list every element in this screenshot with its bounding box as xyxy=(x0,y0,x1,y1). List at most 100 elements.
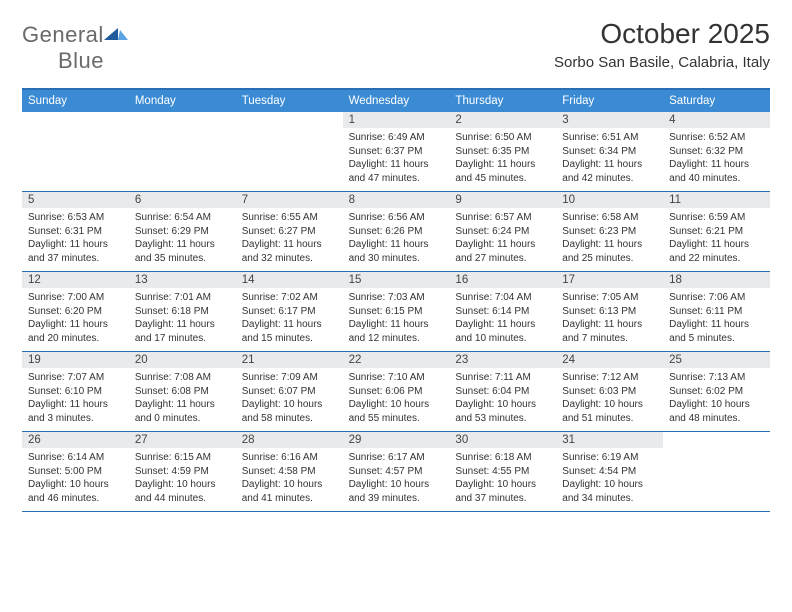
daylight-line: Daylight: 11 hours and 40 minutes. xyxy=(669,158,764,185)
daylight-line: Daylight: 11 hours and 7 minutes. xyxy=(562,318,657,345)
sunset-line: Sunset: 6:35 PM xyxy=(455,145,550,159)
sunrise-line: Sunrise: 6:52 AM xyxy=(669,131,764,145)
sunset-line: Sunset: 6:15 PM xyxy=(349,305,444,319)
daylight-line: Daylight: 10 hours and 58 minutes. xyxy=(242,398,337,425)
day-details: Sunrise: 6:50 AMSunset: 6:35 PMDaylight:… xyxy=(449,128,556,191)
daylight-line: Daylight: 11 hours and 0 minutes. xyxy=(135,398,230,425)
calendar-page: General Blue October 2025 Sorbo San Basi… xyxy=(0,0,792,512)
calendar-grid: SundayMondayTuesdayWednesdayThursdayFrid… xyxy=(22,88,770,512)
sunset-line: Sunset: 6:13 PM xyxy=(562,305,657,319)
sunset-line: Sunset: 6:20 PM xyxy=(28,305,123,319)
day-details: Sunrise: 7:09 AMSunset: 6:07 PMDaylight:… xyxy=(236,368,343,431)
sunrise-line: Sunrise: 7:11 AM xyxy=(455,371,550,385)
calendar-day-cell xyxy=(663,432,770,511)
daylight-line: Daylight: 11 hours and 45 minutes. xyxy=(455,158,550,185)
calendar-day-cell: 11Sunrise: 6:59 AMSunset: 6:21 PMDayligh… xyxy=(663,192,770,271)
calendar-day-cell: 9Sunrise: 6:57 AMSunset: 6:24 PMDaylight… xyxy=(449,192,556,271)
daylight-line: Daylight: 11 hours and 25 minutes. xyxy=(562,238,657,265)
calendar-day-cell: 8Sunrise: 6:56 AMSunset: 6:26 PMDaylight… xyxy=(343,192,450,271)
day-details: Sunrise: 7:11 AMSunset: 6:04 PMDaylight:… xyxy=(449,368,556,431)
sunset-line: Sunset: 4:54 PM xyxy=(562,465,657,479)
day-details: Sunrise: 6:51 AMSunset: 6:34 PMDaylight:… xyxy=(556,128,663,191)
day-details: Sunrise: 7:00 AMSunset: 6:20 PMDaylight:… xyxy=(22,288,129,351)
calendar-day-cell: 28Sunrise: 6:16 AMSunset: 4:58 PMDayligh… xyxy=(236,432,343,511)
sunrise-line: Sunrise: 7:09 AM xyxy=(242,371,337,385)
day-details: Sunrise: 7:05 AMSunset: 6:13 PMDaylight:… xyxy=(556,288,663,351)
sunrise-line: Sunrise: 7:00 AM xyxy=(28,291,123,305)
sunset-line: Sunset: 6:21 PM xyxy=(669,225,764,239)
daylight-line: Daylight: 11 hours and 10 minutes. xyxy=(455,318,550,345)
logo-word1: General xyxy=(22,22,104,47)
day-number: 4 xyxy=(663,112,770,128)
daylight-line: Daylight: 11 hours and 12 minutes. xyxy=(349,318,444,345)
day-number: 25 xyxy=(663,352,770,368)
calendar-day-cell: 29Sunrise: 6:17 AMSunset: 4:57 PMDayligh… xyxy=(343,432,450,511)
daylight-line: Daylight: 11 hours and 3 minutes. xyxy=(28,398,123,425)
sunset-line: Sunset: 6:14 PM xyxy=(455,305,550,319)
calendar-day-cell: 10Sunrise: 6:58 AMSunset: 6:23 PMDayligh… xyxy=(556,192,663,271)
header-row: General Blue October 2025 Sorbo San Basi… xyxy=(22,18,770,74)
sunrise-line: Sunrise: 7:12 AM xyxy=(562,371,657,385)
weekday-label: Friday xyxy=(556,90,663,112)
daylight-line: Daylight: 10 hours and 48 minutes. xyxy=(669,398,764,425)
calendar-day-cell: 13Sunrise: 7:01 AMSunset: 6:18 PMDayligh… xyxy=(129,272,236,351)
day-number: 10 xyxy=(556,192,663,208)
day-details: Sunrise: 6:14 AMSunset: 5:00 PMDaylight:… xyxy=(22,448,129,511)
calendar-day-cell xyxy=(22,112,129,191)
day-number: 22 xyxy=(343,352,450,368)
sunrise-line: Sunrise: 6:57 AM xyxy=(455,211,550,225)
day-details: Sunrise: 7:08 AMSunset: 6:08 PMDaylight:… xyxy=(129,368,236,431)
daylight-line: Daylight: 11 hours and 22 minutes. xyxy=(669,238,764,265)
day-number xyxy=(236,112,343,128)
sunrise-line: Sunrise: 6:50 AM xyxy=(455,131,550,145)
day-details: Sunrise: 6:54 AMSunset: 6:29 PMDaylight:… xyxy=(129,208,236,271)
daylight-line: Daylight: 10 hours and 41 minutes. xyxy=(242,478,337,505)
calendar-day-cell: 24Sunrise: 7:12 AMSunset: 6:03 PMDayligh… xyxy=(556,352,663,431)
weekday-label: Thursday xyxy=(449,90,556,112)
day-details: Sunrise: 7:01 AMSunset: 6:18 PMDaylight:… xyxy=(129,288,236,351)
day-details: Sunrise: 6:55 AMSunset: 6:27 PMDaylight:… xyxy=(236,208,343,271)
day-number: 9 xyxy=(449,192,556,208)
day-number: 14 xyxy=(236,272,343,288)
sunrise-line: Sunrise: 6:16 AM xyxy=(242,451,337,465)
sunset-line: Sunset: 4:55 PM xyxy=(455,465,550,479)
sunset-line: Sunset: 6:27 PM xyxy=(242,225,337,239)
daylight-line: Daylight: 11 hours and 30 minutes. xyxy=(349,238,444,265)
daylight-line: Daylight: 10 hours and 55 minutes. xyxy=(349,398,444,425)
day-number xyxy=(22,112,129,128)
logo-word2: Blue xyxy=(22,48,104,73)
sunrise-line: Sunrise: 7:02 AM xyxy=(242,291,337,305)
sunrise-line: Sunrise: 6:18 AM xyxy=(455,451,550,465)
calendar-week-row: 12Sunrise: 7:00 AMSunset: 6:20 PMDayligh… xyxy=(22,272,770,352)
sunrise-line: Sunrise: 6:55 AM xyxy=(242,211,337,225)
daylight-line: Daylight: 10 hours and 34 minutes. xyxy=(562,478,657,505)
daylight-line: Daylight: 10 hours and 51 minutes. xyxy=(562,398,657,425)
calendar-day-cell: 16Sunrise: 7:04 AMSunset: 6:14 PMDayligh… xyxy=(449,272,556,351)
sunset-line: Sunset: 6:10 PM xyxy=(28,385,123,399)
calendar-day-cell: 1Sunrise: 6:49 AMSunset: 6:37 PMDaylight… xyxy=(343,112,450,191)
calendar-day-cell: 21Sunrise: 7:09 AMSunset: 6:07 PMDayligh… xyxy=(236,352,343,431)
day-details: Sunrise: 6:56 AMSunset: 6:26 PMDaylight:… xyxy=(343,208,450,271)
sunrise-line: Sunrise: 7:06 AM xyxy=(669,291,764,305)
calendar-day-cell: 19Sunrise: 7:07 AMSunset: 6:10 PMDayligh… xyxy=(22,352,129,431)
day-details: Sunrise: 7:02 AMSunset: 6:17 PMDaylight:… xyxy=(236,288,343,351)
day-number: 3 xyxy=(556,112,663,128)
day-details: Sunrise: 6:16 AMSunset: 4:58 PMDaylight:… xyxy=(236,448,343,511)
day-number: 24 xyxy=(556,352,663,368)
day-details: Sunrise: 7:13 AMSunset: 6:02 PMDaylight:… xyxy=(663,368,770,431)
calendar-day-cell: 15Sunrise: 7:03 AMSunset: 6:15 PMDayligh… xyxy=(343,272,450,351)
sunset-line: Sunset: 6:04 PM xyxy=(455,385,550,399)
sunrise-line: Sunrise: 7:04 AM xyxy=(455,291,550,305)
sunset-line: Sunset: 4:58 PM xyxy=(242,465,337,479)
day-number: 28 xyxy=(236,432,343,448)
daylight-line: Daylight: 11 hours and 27 minutes. xyxy=(455,238,550,265)
sunset-line: Sunset: 6:02 PM xyxy=(669,385,764,399)
day-details: Sunrise: 6:53 AMSunset: 6:31 PMDaylight:… xyxy=(22,208,129,271)
logo-mark-icon xyxy=(104,24,128,42)
sunrise-line: Sunrise: 6:15 AM xyxy=(135,451,230,465)
calendar-day-cell: 6Sunrise: 6:54 AMSunset: 6:29 PMDaylight… xyxy=(129,192,236,271)
calendar-day-cell: 20Sunrise: 7:08 AMSunset: 6:08 PMDayligh… xyxy=(129,352,236,431)
calendar-day-cell: 25Sunrise: 7:13 AMSunset: 6:02 PMDayligh… xyxy=(663,352,770,431)
day-number: 11 xyxy=(663,192,770,208)
sunset-line: Sunset: 4:57 PM xyxy=(349,465,444,479)
